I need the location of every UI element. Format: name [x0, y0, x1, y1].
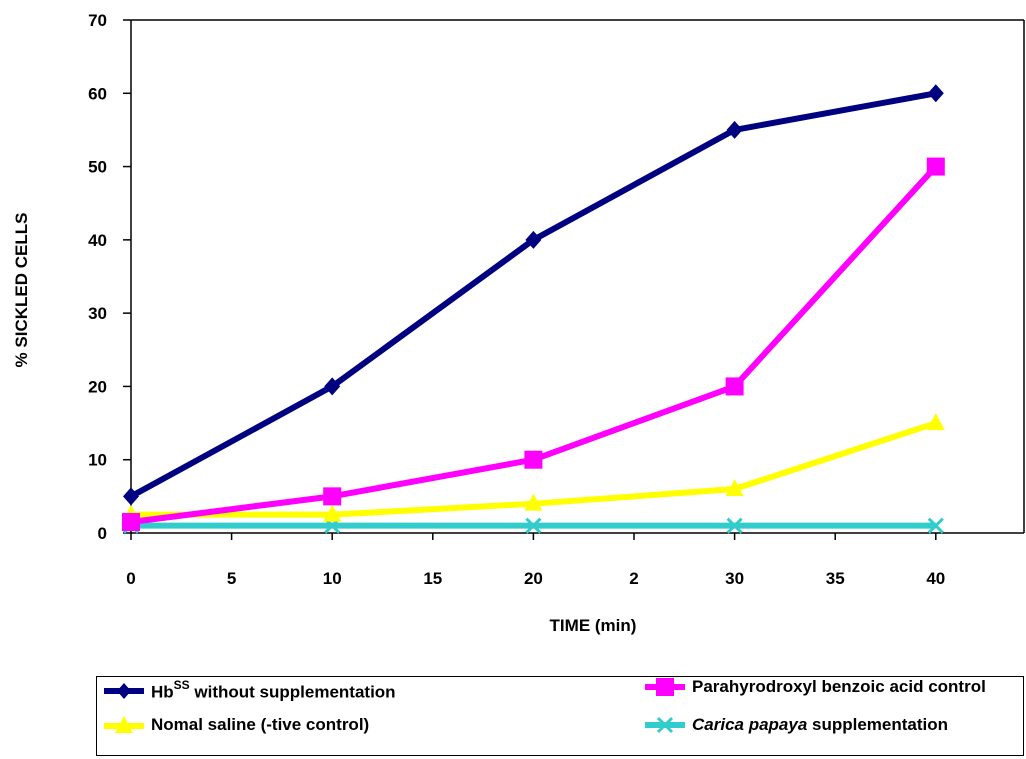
y-axis-title: % SICKLED CELLS: [12, 213, 31, 368]
data-point-series-2: [524, 493, 543, 511]
data-point-series-1: [323, 487, 342, 506]
chart-legend: HbSS without supplementation Parahyrodro…: [96, 676, 1024, 756]
legend-label-papaya: Carica papaya supplementation: [692, 715, 949, 734]
data-point-series-1: [725, 377, 744, 396]
data-point-series-1: [122, 513, 140, 532]
data-point-series-3: [927, 517, 944, 534]
legend-item-hbss: HbSS without supplementation: [103, 678, 396, 703]
series-markers: [122, 84, 945, 534]
data-point-series-2: [323, 504, 342, 522]
tick-labels: 0 10 20 30 40 50 60 70 0 5 10 15 20 2 30 35 40: [88, 11, 945, 588]
data-point-series-0: [726, 120, 743, 139]
y-tick-label: 30: [88, 304, 107, 323]
x-axis-title: TIME (min): [550, 616, 637, 635]
y-tick-label: 0: [98, 524, 107, 543]
legend-swatch-parahydroxyl: [645, 678, 685, 696]
x-tick-label: 35: [826, 569, 845, 588]
x-tick-label: 20: [524, 569, 543, 588]
x-tick-label: 10: [323, 569, 342, 588]
y-tick-label: 40: [88, 231, 107, 250]
data-point-series-2: [725, 479, 744, 497]
x-tick-label: 30: [725, 569, 744, 588]
data-point-series-3: [525, 517, 542, 534]
legend-label-hbss: HbSS without supplementation: [151, 678, 396, 702]
x-tick-label: 0: [126, 569, 135, 588]
y-tick-label: 60: [88, 84, 107, 103]
y-tick-label: 20: [88, 377, 107, 396]
line-chart: 0 10 20 30 40 50 60 70 0 5 10 15 20 2 30 35 40 TIME (min…: [12, 11, 1025, 635]
chart-axes: [130, 19, 1025, 534]
data-point-series-3: [726, 517, 743, 534]
data-point-series-2: [926, 413, 945, 431]
legend-item-papaya: Carica papaya supplementation: [644, 715, 948, 735]
x-tick-label: 40: [926, 569, 945, 588]
legend-swatch-hbss: [104, 683, 144, 700]
legend-label-parahydroxyl: Parahyrodroxyl benzoic acid control: [692, 677, 986, 696]
data-point-series-0: [927, 84, 944, 103]
y-tick-label: 50: [88, 158, 107, 177]
y-tick-label: 70: [88, 11, 107, 30]
data-point-series-0: [525, 230, 542, 249]
x-tick-label: 15: [423, 569, 442, 588]
legend-swatch-saline: [104, 716, 144, 733]
data-point-series-1: [524, 450, 543, 469]
legend-item-saline: Nomal saline (-tive control): [103, 715, 369, 735]
data-point-series-1: [926, 157, 945, 176]
legend-item-parahydroxyl: Parahyrodroxyl benzoic acid control: [644, 676, 986, 698]
x-tick-label: 2: [629, 569, 638, 588]
x-tick-label: 5: [227, 569, 236, 588]
legend-label-saline: Nomal saline (-tive control): [151, 715, 370, 734]
y-tick-label: 10: [88, 451, 107, 470]
legend-swatch-papaya: [645, 716, 685, 734]
data-point-series-0: [324, 377, 341, 396]
data-point-series-0: [123, 487, 139, 506]
